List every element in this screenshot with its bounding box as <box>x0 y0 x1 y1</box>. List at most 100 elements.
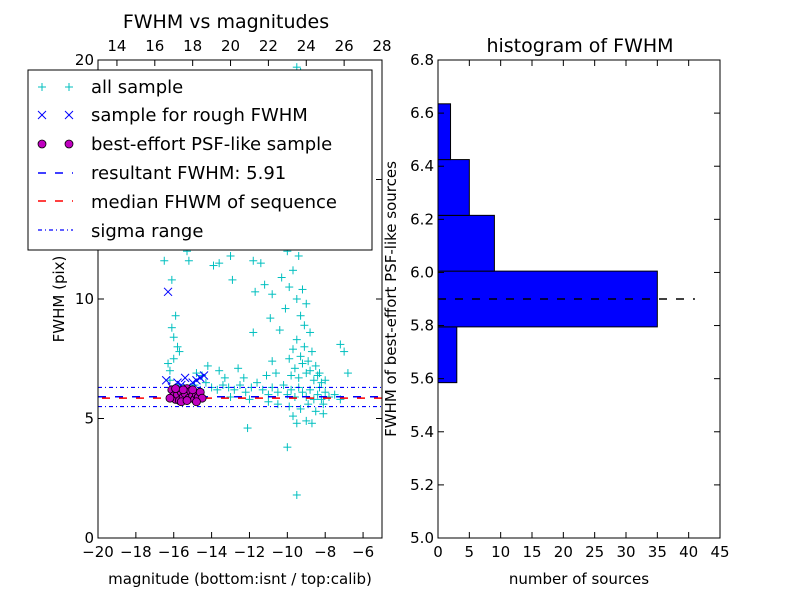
scatter-top-x-tick-label: 26 <box>335 37 354 55</box>
scatter-point-all-sample <box>164 359 173 368</box>
scatter-point-all-sample <box>203 361 212 370</box>
scatter-point-all-sample <box>213 385 222 394</box>
legend-label-sigma: sigma range <box>91 221 203 242</box>
scatter-y-tick-label: 0 <box>84 529 94 547</box>
scatter-point-all-sample <box>311 407 320 416</box>
scatter-point-rough-sample <box>161 375 171 385</box>
scatter-point-all-sample <box>336 340 345 349</box>
scatter-point-all-sample <box>169 333 178 342</box>
legend-label-rough-sample: sample for rough FWHM <box>91 105 308 126</box>
scatter-y-axis-label: FWHM (pix) <box>50 256 68 343</box>
scatter-point-all-sample <box>273 388 282 397</box>
scatter-point-all-sample <box>173 342 182 351</box>
scatter-point-all-sample <box>311 361 320 370</box>
scatter-point-all-sample <box>285 283 294 292</box>
scatter-point-all-sample <box>292 295 301 303</box>
histogram-x-tick-label: 15 <box>522 543 541 561</box>
scatter-point-all-sample <box>313 390 322 399</box>
scatter-point-all-sample <box>287 385 296 394</box>
histogram-x-tick-label: 40 <box>679 543 698 561</box>
legend-marker-x <box>37 110 74 120</box>
scatter-point-all-sample <box>264 397 273 406</box>
scatter-point-all-sample <box>234 364 243 373</box>
scatter-point-all-sample <box>300 342 309 351</box>
scatter-point-all-sample <box>290 364 299 373</box>
scatter-point-all-sample <box>167 275 176 284</box>
legend-entry-best-effort: best-effort PSF-like sample <box>37 134 332 155</box>
scatter-point-all-sample <box>296 404 305 413</box>
scatter-point-all-sample <box>268 290 277 299</box>
scatter-point-all-sample <box>169 354 178 363</box>
scatter-point-all-sample <box>283 443 292 452</box>
scatter-point-all-sample <box>321 388 330 397</box>
histogram-panel: histogram of FWHM 0 5 10 15 20 25 30 35 40 45 5.0 5… <box>382 35 730 588</box>
scatter-point-all-sample <box>260 280 269 289</box>
scatter-point-all-sample <box>306 366 315 375</box>
scatter-point-all-sample <box>330 390 339 399</box>
scatter-point-all-sample <box>294 251 303 260</box>
scatter-point-best-effort <box>182 396 192 405</box>
scatter-x-tick-label: −10 <box>272 543 304 561</box>
histogram-y-tick-label: 5.0 <box>410 529 434 547</box>
scatter-point-all-sample <box>251 287 260 296</box>
scatter-point-all-sample <box>245 395 254 404</box>
scatter-x-tick-label: −12 <box>234 543 266 561</box>
scatter-point-all-sample <box>228 275 237 284</box>
scatter-point-all-sample <box>262 371 271 380</box>
scatter-point-all-sample <box>160 256 169 265</box>
histogram-y-tick-label: 5.6 <box>410 370 434 388</box>
scatter-x-tick-label: −18 <box>120 543 152 561</box>
scatter-axis-ticks: −20 −18 −16 −14 −12 −10 −8 −6 14 16 18 20 22 24 26 28 0 5… <box>75 37 392 561</box>
scatter-data-layer <box>98 63 382 499</box>
scatter-point-all-sample <box>298 388 307 397</box>
scatter-point-all-sample <box>281 304 290 313</box>
histogram-y-tick-label: 6.4 <box>410 157 434 175</box>
scatter-point-rough-sample <box>195 373 205 383</box>
scatter-point-rough-sample <box>188 378 198 388</box>
histogram-x-tick-label: 25 <box>585 543 604 561</box>
scatter-point-all-sample <box>201 378 210 387</box>
legend-box <box>27 69 373 251</box>
scatter-point-best-effort <box>171 384 181 394</box>
scatter-point-best-effort <box>192 397 201 407</box>
histogram-y-tick-label: 6.0 <box>410 263 434 281</box>
scatter-point-all-sample <box>175 347 184 356</box>
scatter-point-all-sample <box>296 352 305 361</box>
histogram-x-tick-label: 20 <box>554 543 573 561</box>
legend-entry-rough-sample: sample for rough FWHM <box>37 105 308 126</box>
histogram-x-axis-label: number of sources <box>509 570 649 588</box>
histogram-bar <box>437 214 495 272</box>
scatter-point-all-sample <box>292 419 301 428</box>
scatter-point-all-sample <box>209 261 218 270</box>
legend-entry-median: median FHWM of sequence <box>38 192 337 213</box>
scatter-x-axis-label: magnitude (bottom:isnt / top:calib) <box>108 570 372 588</box>
scatter-y-tick-label: 10 <box>75 290 94 308</box>
histogram-bar <box>437 159 470 216</box>
scatter-point-all-sample <box>319 400 328 409</box>
scatter-point-best-effort <box>188 385 198 395</box>
scatter-point-all-sample <box>292 335 301 344</box>
scatter-point-all-sample <box>306 328 315 337</box>
scatter-point-all-sample <box>249 328 258 337</box>
scatter-point-all-sample <box>307 347 316 356</box>
scatter-point-all-sample <box>165 376 174 385</box>
scatter-point-all-sample <box>294 373 303 382</box>
scatter-point-all-sample <box>296 311 305 320</box>
legend-label-resultant: resultant FWHM: 5.91 <box>91 163 286 184</box>
scatter-point-rough-sample <box>199 371 209 380</box>
scatter-point-all-sample <box>241 388 250 397</box>
scatter-point-all-sample <box>343 369 352 378</box>
scatter-point-all-sample <box>184 256 193 265</box>
scatter-point-all-sample <box>319 409 328 418</box>
scatter-point-all-sample <box>304 357 313 366</box>
scatter-y-tick-label: 20 <box>75 51 94 69</box>
scatter-point-all-sample <box>171 311 180 320</box>
scatter-point-all-sample <box>226 251 235 260</box>
scatter-point-all-sample <box>167 323 176 332</box>
scatter-point-all-sample <box>256 259 265 268</box>
histogram-x-tick-label: 10 <box>491 543 510 561</box>
histogram-y-tick-label: 6.2 <box>410 210 434 228</box>
scatter-x-tick-label: −16 <box>158 543 190 561</box>
scatter-top-x-tick-label: 14 <box>107 37 126 55</box>
